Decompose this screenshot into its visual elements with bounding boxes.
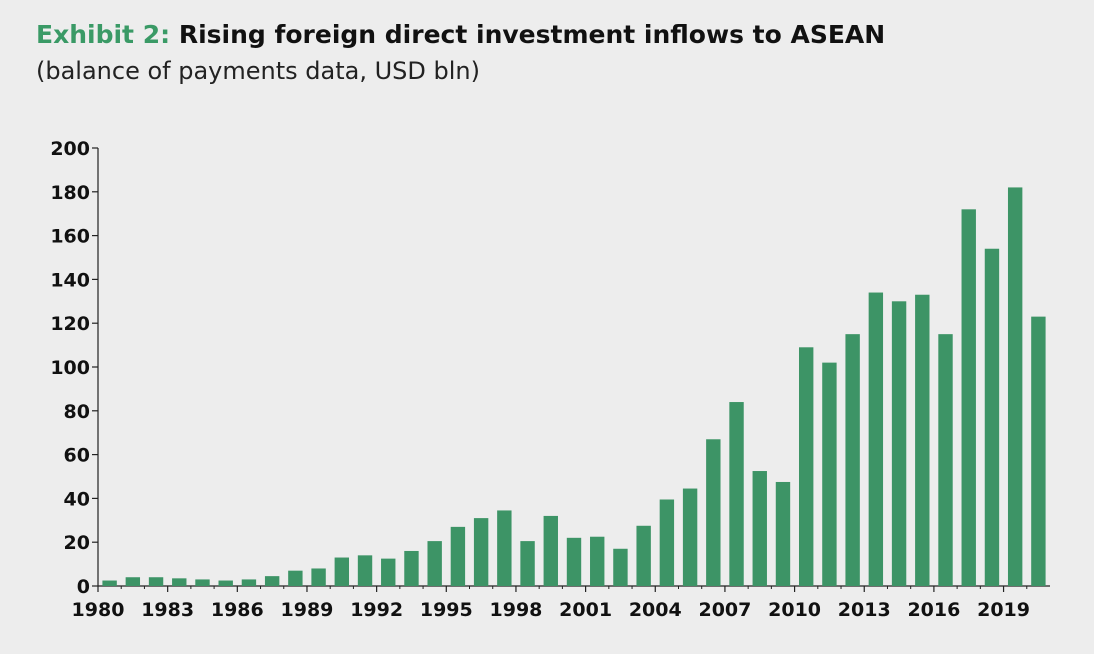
bar-2014 xyxy=(891,301,907,586)
y-tick-label: 200 xyxy=(50,138,90,160)
x-axis: 1980 1983 1986 1989 1992 1995 1998 2001 2004 2007… xyxy=(72,585,1050,621)
bar-1988 xyxy=(288,570,303,586)
x-tick-label: 1980 xyxy=(72,599,125,621)
bar-1996 xyxy=(473,518,489,586)
bar-1983 xyxy=(172,578,187,586)
y-tick-label: 60 xyxy=(64,445,90,467)
y-tick-label: 140 xyxy=(50,269,90,291)
exhibit-label: Exhibit 2: xyxy=(36,20,171,49)
bar-2002 xyxy=(613,548,628,586)
y-tick-label: 100 xyxy=(50,357,90,379)
bar-series xyxy=(102,187,1046,587)
bar-1997 xyxy=(497,510,512,586)
bar-1985 xyxy=(218,580,233,586)
bar-2010 xyxy=(798,347,814,586)
x-tick-label: 2010 xyxy=(768,599,821,621)
bar-2001 xyxy=(590,536,605,586)
bar-1982 xyxy=(148,577,164,586)
x-tick-label: 2007 xyxy=(698,599,751,621)
bar-1993 xyxy=(404,550,419,586)
bar-1980 xyxy=(102,580,117,586)
x-tick-label: 2004 xyxy=(629,599,682,621)
bar-2005 xyxy=(682,488,698,586)
x-tick-label: 2001 xyxy=(559,599,612,621)
bar-1994 xyxy=(427,541,442,586)
x-tick-label: 1992 xyxy=(350,599,403,621)
chart-title-text: Rising foreign direct investment inflows… xyxy=(178,20,886,49)
x-tick-label: 1986 xyxy=(211,599,264,621)
bar-1987 xyxy=(264,576,280,586)
x-tick-label: 1983 xyxy=(141,599,194,621)
y-axis: 0 20 40 60 80 100 120 140 160 180 200 xyxy=(50,138,99,598)
bar-1992 xyxy=(381,558,396,586)
bar-1984 xyxy=(195,579,210,586)
bar-2003 xyxy=(636,525,651,586)
bar-2015 xyxy=(915,294,930,586)
bar-2016 xyxy=(938,334,953,586)
y-tick-label: 80 xyxy=(64,401,90,423)
bar-2017 xyxy=(961,209,976,586)
bar-1999 xyxy=(543,515,558,586)
bar-1989 xyxy=(311,568,326,586)
chart-header: Exhibit 2: Rising foreign direct investm… xyxy=(36,20,885,85)
x-tick-label: 1989 xyxy=(281,599,334,621)
bar-1998 xyxy=(520,541,535,586)
bar-1986 xyxy=(241,579,257,586)
y-tick-label: 0 xyxy=(77,576,90,598)
x-tick-label: 2016 xyxy=(907,599,960,621)
bar-1990 xyxy=(334,557,350,586)
y-tick-label: 40 xyxy=(64,488,90,510)
bar-2008 xyxy=(752,471,767,586)
bar-2019 xyxy=(1007,187,1023,587)
x-tick-label: 2013 xyxy=(838,599,891,621)
bar-2004 xyxy=(659,499,675,586)
bar-2020 xyxy=(1031,316,1046,586)
bar-1981 xyxy=(125,577,141,586)
bar-1991 xyxy=(357,555,373,586)
bar-2012 xyxy=(845,334,860,586)
bar-2011 xyxy=(822,362,837,586)
bar-2018 xyxy=(984,248,1000,587)
bar-2007 xyxy=(729,402,744,586)
y-tick-label: 160 xyxy=(50,226,90,248)
y-tick-label: 180 xyxy=(50,182,90,204)
x-tick-label: 1995 xyxy=(420,599,473,621)
y-tick-label: 120 xyxy=(50,313,90,335)
bar-2000 xyxy=(566,537,582,586)
bar-2006 xyxy=(706,439,721,586)
chart-title: Exhibit 2: Rising foreign direct investm… xyxy=(36,20,885,49)
chart-subtitle: (balance of payments data, USD bln) xyxy=(36,57,480,85)
y-tick-label: 20 xyxy=(64,532,90,554)
x-tick-label: 1998 xyxy=(490,599,543,621)
bar-1995 xyxy=(450,526,466,586)
bar-2013 xyxy=(868,292,884,586)
bar-2009 xyxy=(775,481,791,586)
x-tick-label: 2019 xyxy=(977,599,1030,621)
